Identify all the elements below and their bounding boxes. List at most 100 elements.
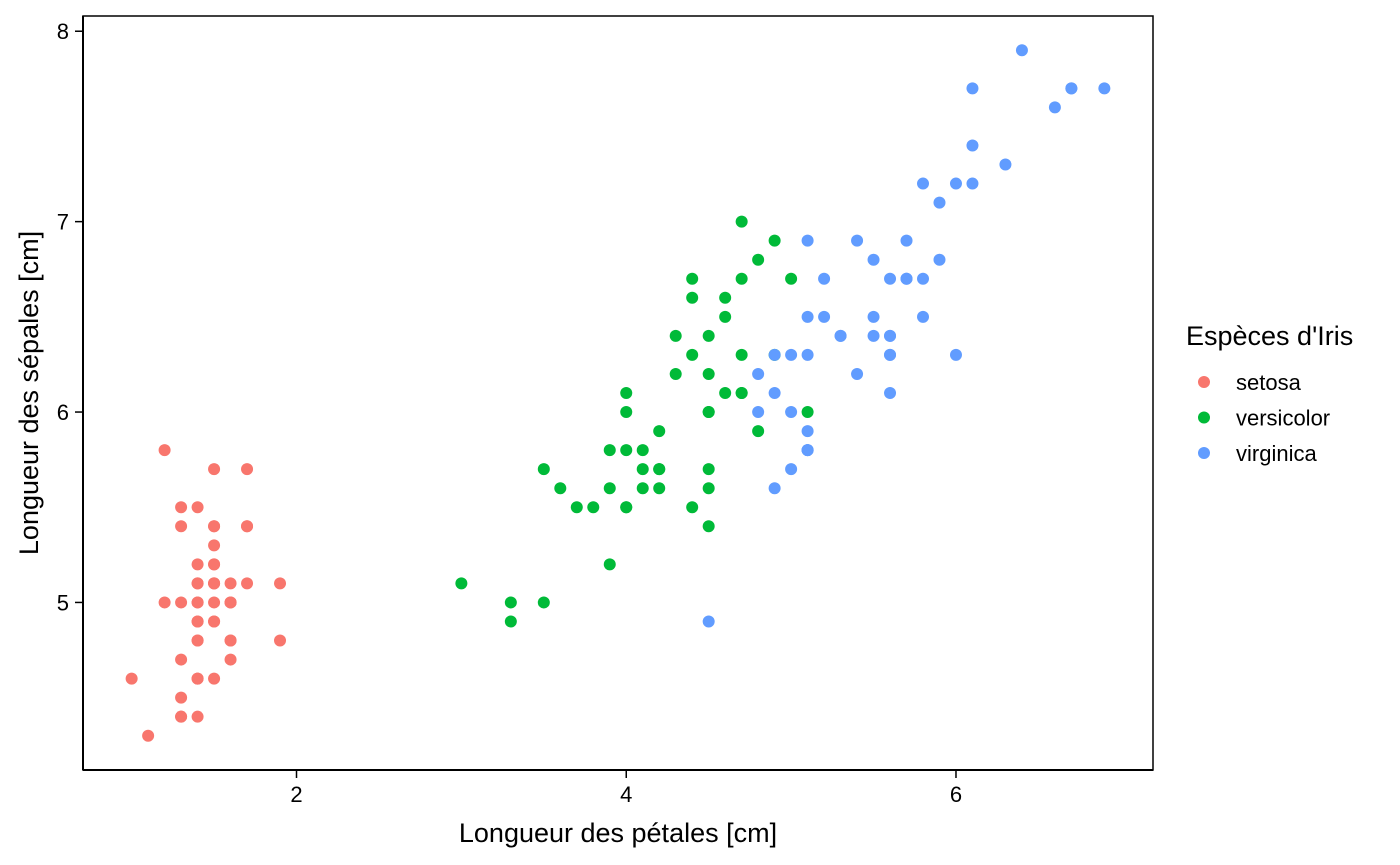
data-point-versicolor bbox=[686, 348, 699, 361]
data-point-setosa bbox=[241, 463, 254, 476]
data-point-versicolor bbox=[653, 482, 666, 495]
legend-item-virginica: virginica bbox=[1198, 441, 1317, 466]
data-point-setosa bbox=[142, 729, 155, 742]
data-point-virginica bbox=[785, 348, 798, 361]
series-virginica bbox=[702, 44, 1111, 628]
legend-label-setosa: setosa bbox=[1236, 370, 1302, 395]
legend-item-setosa: setosa bbox=[1198, 370, 1302, 395]
data-point-versicolor bbox=[801, 406, 814, 419]
data-point-versicolor bbox=[636, 444, 649, 457]
data-point-virginica bbox=[801, 348, 814, 361]
x-axis-title: Longueur des pétales [cm] bbox=[459, 818, 777, 848]
data-point-virginica bbox=[818, 310, 831, 323]
data-point-virginica bbox=[884, 329, 897, 342]
legend-item-versicolor: versicolor bbox=[1198, 406, 1330, 431]
data-point-setosa bbox=[208, 539, 221, 552]
data-point-virginica bbox=[801, 425, 814, 438]
data-point-versicolor bbox=[752, 425, 765, 438]
data-point-setosa bbox=[208, 463, 221, 476]
data-point-setosa bbox=[191, 558, 204, 571]
data-point-virginica bbox=[917, 310, 930, 323]
data-point-versicolor bbox=[620, 387, 633, 399]
data-point-setosa bbox=[224, 634, 237, 647]
data-point-virginica bbox=[966, 139, 979, 152]
data-point-virginica bbox=[801, 444, 814, 457]
data-point-versicolor bbox=[702, 406, 715, 419]
data-point-versicolor bbox=[702, 463, 715, 476]
x-tick-label: 2 bbox=[290, 782, 302, 807]
data-point-virginica bbox=[933, 196, 946, 209]
data-point-versicolor bbox=[702, 520, 715, 533]
data-point-versicolor bbox=[587, 501, 600, 514]
data-point-setosa bbox=[208, 577, 221, 590]
data-point-virginica bbox=[917, 272, 930, 285]
data-point-versicolor bbox=[603, 444, 616, 457]
data-point-versicolor bbox=[686, 501, 699, 514]
data-point-setosa bbox=[274, 634, 287, 647]
data-point-versicolor bbox=[653, 463, 666, 476]
data-point-versicolor bbox=[768, 234, 781, 247]
data-point-virginica bbox=[1048, 101, 1061, 114]
data-point-versicolor bbox=[603, 558, 616, 571]
data-point-versicolor bbox=[504, 596, 517, 609]
data-point-virginica bbox=[702, 615, 715, 628]
legend-items: setosa versicolor virginica bbox=[1198, 370, 1330, 466]
data-point-versicolor bbox=[554, 482, 567, 495]
data-point-setosa bbox=[175, 596, 188, 609]
data-points bbox=[125, 44, 1111, 742]
data-point-setosa bbox=[274, 577, 287, 590]
y-tick-label: 5 bbox=[57, 590, 69, 615]
data-point-versicolor bbox=[504, 615, 517, 628]
data-point-virginica bbox=[884, 387, 897, 399]
data-point-virginica bbox=[917, 177, 930, 190]
y-tick-label: 6 bbox=[57, 400, 69, 425]
data-point-setosa bbox=[191, 634, 204, 647]
data-point-versicolor bbox=[735, 272, 748, 285]
data-point-versicolor bbox=[669, 329, 682, 342]
data-point-virginica bbox=[867, 329, 880, 342]
data-point-setosa bbox=[191, 615, 204, 628]
data-point-setosa bbox=[191, 710, 204, 723]
data-point-versicolor bbox=[719, 310, 732, 323]
data-point-versicolor bbox=[620, 501, 633, 514]
data-point-virginica bbox=[933, 253, 946, 266]
data-point-setosa bbox=[208, 558, 221, 571]
data-point-setosa bbox=[175, 710, 188, 723]
plot-panel-border bbox=[82, 15, 1154, 771]
data-point-virginica bbox=[900, 234, 913, 247]
data-point-virginica bbox=[851, 367, 864, 380]
data-point-setosa bbox=[224, 596, 237, 609]
data-point-versicolor bbox=[719, 387, 732, 399]
legend-key-setosa bbox=[1198, 376, 1210, 388]
legend-title: Espèces d'Iris bbox=[1186, 321, 1353, 351]
y-tick-label: 8 bbox=[57, 19, 69, 44]
legend: Espèces d'Iris setosa versicolor virginica bbox=[1186, 321, 1353, 466]
data-point-versicolor bbox=[735, 387, 748, 399]
series-versicolor bbox=[455, 215, 814, 628]
data-point-setosa bbox=[241, 520, 254, 533]
data-point-setosa bbox=[208, 520, 221, 533]
data-point-virginica bbox=[801, 234, 814, 247]
data-point-virginica bbox=[999, 158, 1012, 171]
data-point-versicolor bbox=[785, 272, 798, 285]
data-point-virginica bbox=[1098, 82, 1111, 95]
data-point-setosa bbox=[158, 596, 171, 609]
data-point-versicolor bbox=[752, 253, 765, 266]
data-point-setosa bbox=[175, 501, 188, 514]
data-point-virginica bbox=[1065, 82, 1078, 95]
data-point-versicolor bbox=[735, 215, 748, 228]
data-point-setosa bbox=[191, 577, 204, 590]
data-point-virginica bbox=[966, 177, 979, 190]
data-point-setosa bbox=[158, 444, 171, 457]
data-point-virginica bbox=[801, 310, 814, 323]
data-point-setosa bbox=[125, 672, 138, 685]
data-point-virginica bbox=[900, 272, 913, 285]
data-point-versicolor bbox=[620, 406, 633, 419]
data-point-setosa bbox=[208, 596, 221, 609]
data-point-versicolor bbox=[702, 482, 715, 495]
data-point-setosa bbox=[241, 577, 254, 590]
data-point-virginica bbox=[884, 272, 897, 285]
data-point-versicolor bbox=[702, 367, 715, 380]
data-point-versicolor bbox=[603, 482, 616, 495]
data-point-setosa bbox=[224, 653, 237, 666]
